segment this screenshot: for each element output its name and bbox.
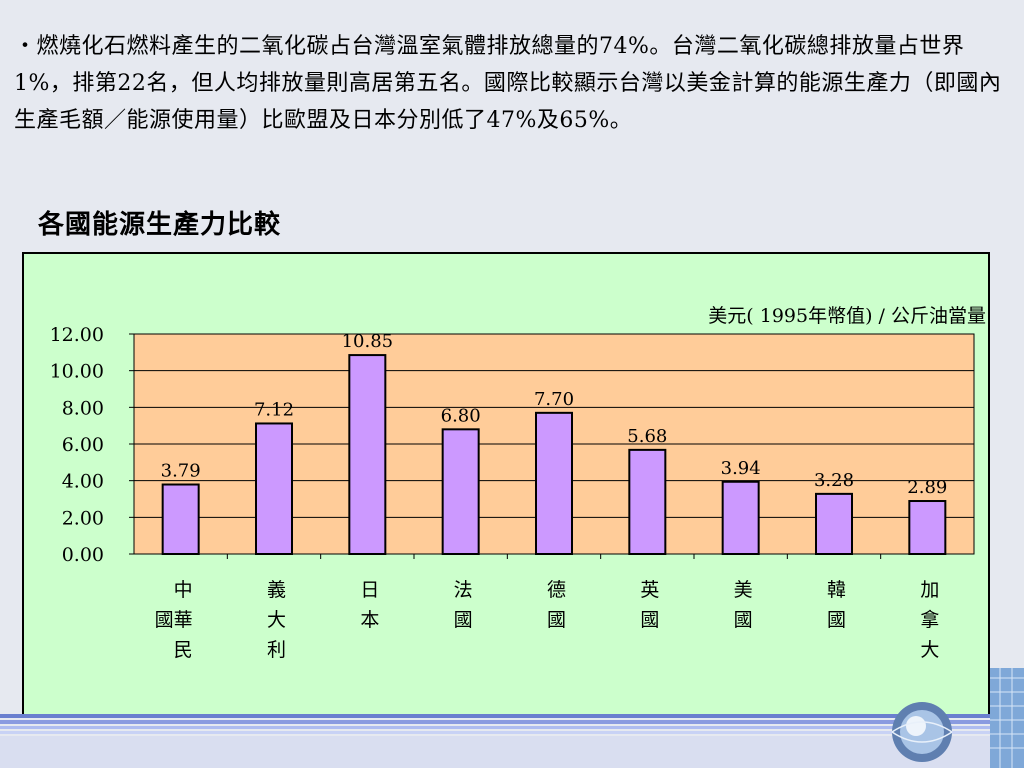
category-label: 美國 <box>734 579 753 631</box>
category-label: 義大利 <box>267 579 286 661</box>
corner-grid <box>990 668 1024 768</box>
bar <box>161 483 200 555</box>
category-label: 法國 <box>454 579 473 631</box>
intro-paragraph: ・燃燒化石燃料產生的二氧化碳占台灣溫室氣體排放總量的74%。台灣二氧化碳總排放量… <box>14 34 1002 133</box>
category-label: 中國華民 <box>155 579 193 661</box>
bottom-band <box>0 726 1024 729</box>
chart-frame: 0.00 2.00 4.00 6.00 8.00 10.00 12.00 3.79 7.12 1… <box>22 252 990 716</box>
unit-label: 美元( 1995年幣值) / 公斤油當量 <box>708 305 986 327</box>
category-label: 韓國 <box>827 579 846 631</box>
bar <box>815 492 853 556</box>
bar-chart: 0.00 2.00 4.00 6.00 8.00 10.00 12.00 3.79 7.12 1… <box>50 305 986 661</box>
bottom-band <box>0 720 1024 724</box>
chart-heading: 各國能源生產力比較 <box>38 210 282 240</box>
bottom-band <box>0 731 1024 734</box>
y-tick-label: 0.00 <box>62 544 104 566</box>
value-labels: 3.79 7.12 10.85 6.80 7.70 5.68 3.94 3.28 2.89 <box>161 331 948 498</box>
category-label: 加拿大 <box>920 579 939 661</box>
x-axis-categories: 中國華民 義大利 日本 法國 德國 英國 美國 韓國 加拿大 <box>155 579 940 661</box>
data-label: 10.85 <box>342 331 394 352</box>
y-tick-label: 12.00 <box>50 324 104 346</box>
bottom-band <box>0 736 1024 768</box>
data-label: 5.68 <box>627 426 667 447</box>
y-tick-label: 8.00 <box>62 397 104 419</box>
category-label: 英國 <box>640 579 659 631</box>
bar <box>721 480 760 555</box>
y-tick-label: 10.00 <box>50 361 104 383</box>
y-tick-label: 2.00 <box>62 507 104 529</box>
bar <box>535 411 573 555</box>
bars <box>161 354 947 556</box>
data-label: 3.79 <box>161 461 201 482</box>
category-label: 日本 <box>360 579 379 631</box>
y-axis-ticks: 0.00 2.00 4.00 6.00 8.00 10.00 12.00 <box>50 324 134 566</box>
bar <box>255 422 293 555</box>
bar <box>348 354 387 556</box>
category-label: 德國 <box>547 579 566 631</box>
data-label: 6.80 <box>441 405 481 426</box>
data-label: 7.70 <box>534 389 574 410</box>
data-label: 2.89 <box>907 477 947 498</box>
y-tick-label: 6.00 <box>62 434 104 456</box>
bar <box>441 428 480 555</box>
y-tick-label: 4.00 <box>62 471 104 493</box>
bar <box>628 448 667 555</box>
data-label: 3.94 <box>721 458 761 479</box>
data-label: 7.12 <box>254 399 294 420</box>
bar <box>908 500 947 555</box>
data-label: 3.28 <box>814 470 854 491</box>
